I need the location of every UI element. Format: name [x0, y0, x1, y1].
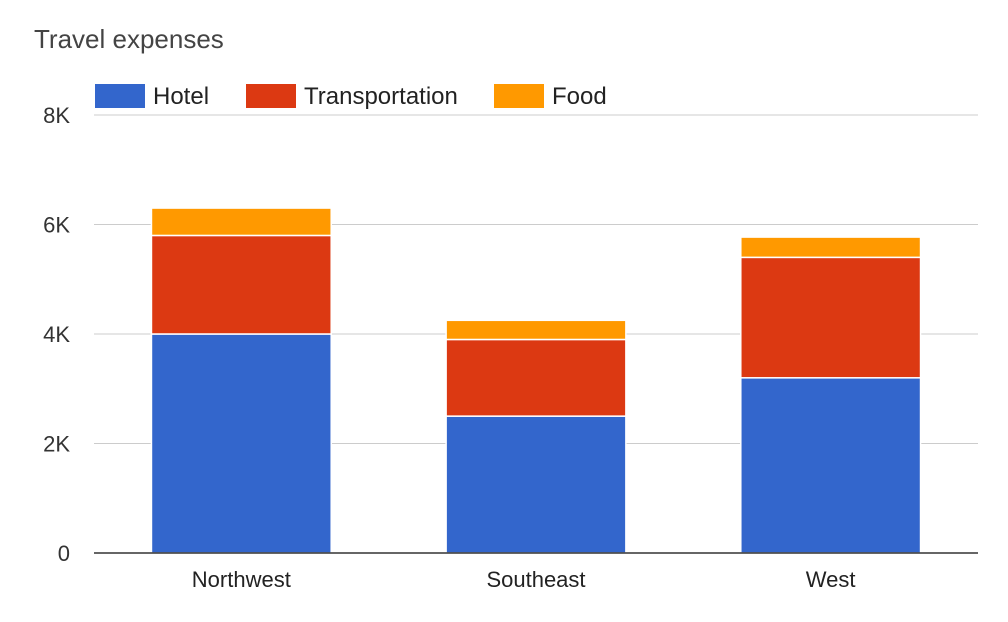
bars [150, 207, 922, 554]
legend: Hotel Transportation Food [95, 83, 607, 110]
legend-swatch-transportation [246, 84, 296, 108]
y-tick-label: 2K [43, 432, 70, 457]
x-tick-label: Northwest [192, 567, 291, 592]
y-axis-ticks: 0 2K 4K 6K 8K [43, 103, 70, 566]
legend-label-hotel: Hotel [153, 83, 209, 110]
bar-hotel-southeast [445, 415, 627, 554]
y-tick-label: 8K [43, 103, 70, 128]
legend-swatch-food [494, 84, 544, 108]
y-tick-label: 6K [43, 213, 70, 238]
legend-label-food: Food [552, 83, 607, 110]
legend-label-transportation: Transportation [304, 83, 458, 110]
x-tick-label: West [806, 567, 856, 592]
bar-transportation-west [740, 256, 922, 379]
legend-swatch-hotel [95, 84, 145, 108]
bar-hotel-northwest [150, 333, 332, 554]
bar-hotel-west [740, 377, 922, 554]
bar-food-northwest [150, 207, 332, 237]
y-tick-label: 0 [58, 541, 70, 566]
chart-title: Travel expenses [34, 24, 224, 54]
bar-food-west [740, 236, 922, 259]
bar-transportation-northwest [150, 234, 332, 335]
bar-food-southeast [445, 319, 627, 341]
x-axis-labels: Northwest Southeast West [192, 567, 856, 592]
x-tick-label: Southeast [486, 567, 585, 592]
bar-transportation-southeast [445, 338, 627, 417]
y-tick-label: 4K [43, 322, 70, 347]
